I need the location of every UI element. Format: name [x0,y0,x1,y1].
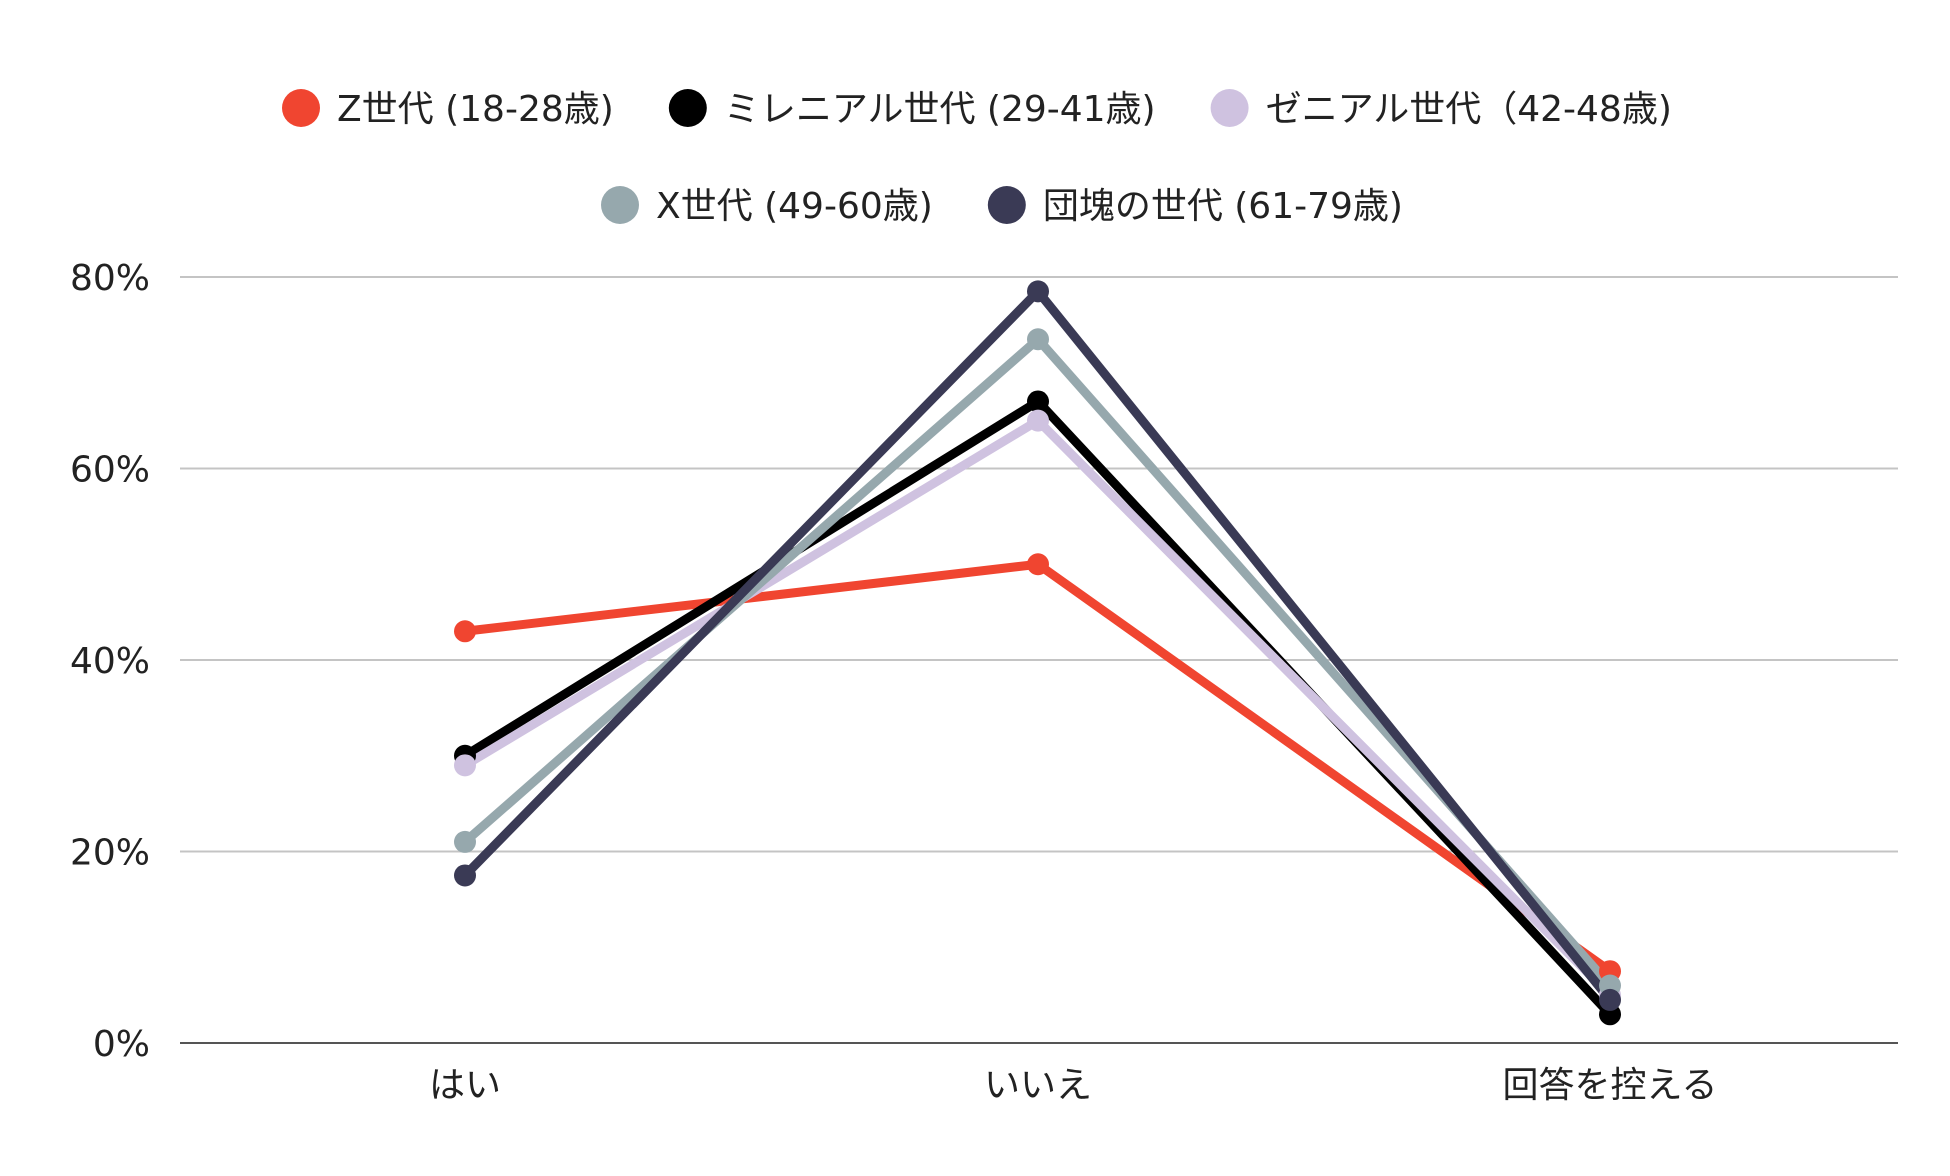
series-line-2 [460,414,1615,1000]
legend-item: 団塊の世代 (61-79歳) [987,186,1403,227]
y-tick-label: 80% [70,258,150,299]
legend-marker [282,89,320,127]
legend-item: ミレニアル世代 (29-41歳) [668,89,1156,130]
data-point [454,620,476,643]
y-tick-label: 40% [70,641,150,682]
y-tick-label: 20% [70,833,150,874]
x-tick-labels: はい いいえ 回答を控える [429,1065,1717,1106]
series-points [454,280,1621,1026]
legend: Z世代 (18-28歳) ミレニアル世代 (29-41歳) ゼニアル世代（42-48… [282,89,1672,227]
legend-label: 団塊の世代 (61-79歳) [1043,186,1403,227]
x-tick-label: いいえ [984,1065,1092,1106]
data-point [454,754,476,777]
data-point [1027,390,1049,413]
y-tick-labels: 0% 20% 40% 60% 80% [70,258,150,1065]
legend-marker [987,186,1026,224]
data-point [1027,409,1049,432]
legend-item: ゼニアル世代（42-48歳) [1210,89,1672,130]
x-tick-label: はい [429,1065,501,1106]
legend-marker [1210,89,1249,127]
y-tick-label: 0% [93,1024,150,1065]
gridlines [180,276,1898,853]
legend-marker [601,186,639,224]
legend-label: ゼニアル世代（42-48歳) [1266,89,1672,130]
y-tick-label: 60% [70,450,150,491]
data-point [1599,988,1621,1011]
x-tick-label: 回答を控える [1503,1065,1718,1106]
data-point [1027,328,1049,351]
data-point [454,864,476,887]
series-line-1 [460,395,1615,1019]
data-point [1027,553,1049,576]
data-point [1027,280,1049,303]
legend-item: Z世代 (18-28歳) [282,89,614,130]
legend-label: X世代 (49-60歳) [656,186,933,227]
data-point [454,830,476,853]
legend-marker [668,89,707,127]
legend-label: ミレニアル世代 (29-41歳) [724,89,1156,130]
series-line-0 [460,559,1615,976]
legend-label: Z世代 (18-28歳) [337,89,614,130]
legend-item: X世代 (49-60歳) [601,186,933,227]
